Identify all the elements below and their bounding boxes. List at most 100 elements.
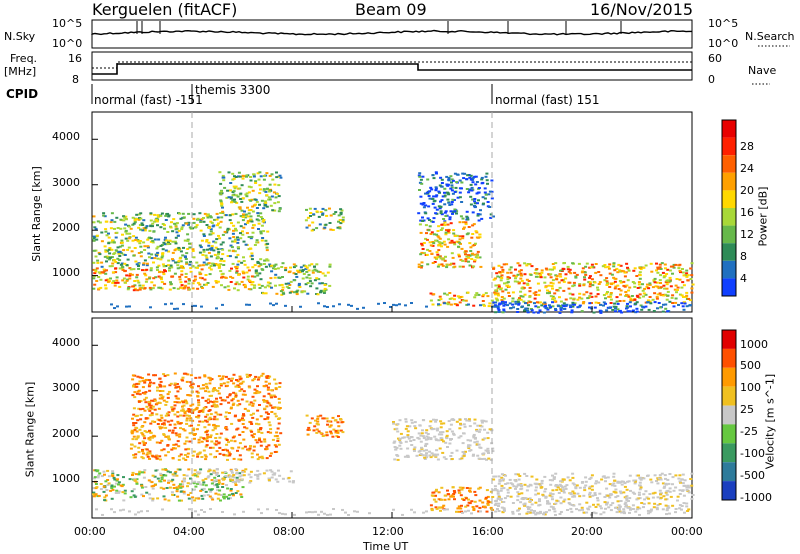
velocity-cell [160, 416, 164, 419]
power-cell [181, 212, 185, 215]
velocity-cell [683, 511, 686, 514]
velocity-cell [133, 495, 137, 498]
power-cell [431, 303, 435, 306]
power-cell [467, 303, 470, 306]
power-cell [151, 222, 155, 225]
velocity-cell [162, 434, 166, 436]
power-cell [176, 307, 179, 310]
velocity-cell [236, 384, 240, 387]
power-cell [676, 286, 680, 289]
power-cell [476, 250, 480, 253]
velocity-cell [228, 453, 232, 455]
velocity-cell [186, 482, 190, 485]
velocity-cell [413, 425, 417, 428]
velocity-cell [133, 445, 137, 448]
velocity-cell [564, 487, 568, 490]
velocity-cell [230, 471, 234, 474]
power-cell [112, 280, 116, 283]
power-cell [149, 267, 153, 270]
power-cell [189, 260, 192, 263]
power-cell [222, 264, 226, 266]
power-cell [420, 251, 424, 254]
velocity-cell [209, 453, 213, 456]
power-cell [404, 304, 407, 307]
velocity-cell [393, 458, 397, 461]
velocity-cell [551, 493, 555, 496]
power-cell [659, 286, 663, 289]
power-cell [238, 175, 242, 178]
velocity-cell [478, 428, 482, 431]
power-cell [607, 267, 611, 270]
velocity-cell [398, 444, 402, 447]
velocity-cell [559, 485, 563, 488]
power-cell [228, 269, 232, 272]
velocity-cell [571, 476, 575, 479]
power-cell [219, 263, 223, 266]
power-cell [237, 260, 241, 263]
velocity-cell [339, 418, 342, 420]
velocity-colorbar-swatch [722, 481, 736, 500]
power-cell [471, 211, 475, 214]
power-cell [200, 268, 204, 271]
velocity-cell [265, 376, 269, 379]
velocity-cell [166, 374, 170, 377]
power-cell [338, 303, 341, 306]
velocity-cell [231, 377, 234, 380]
velocity-cell [249, 480, 253, 483]
power-cell [527, 280, 531, 282]
velocity-cell [179, 486, 183, 489]
power-cell [160, 278, 163, 281]
power-cell [514, 268, 517, 271]
velocity-cell [482, 419, 486, 422]
velocity-cell [207, 410, 211, 412]
velocity-cell [448, 442, 452, 445]
power-cell [671, 294, 675, 297]
power-cell [501, 290, 505, 293]
power-cell [581, 302, 585, 305]
velocity-cell [138, 380, 142, 383]
power-cell [148, 286, 152, 289]
velocity-cell [631, 491, 635, 494]
velocity-cell [241, 431, 245, 433]
power-cell [668, 276, 672, 279]
power-cell [477, 187, 481, 189]
velocity-cell [269, 394, 273, 397]
power-cell [662, 303, 665, 306]
velocity-cell [488, 428, 492, 431]
velocity-cell [527, 508, 530, 511]
velocity-cell [426, 433, 430, 435]
power-cell [517, 302, 521, 305]
power-cell [261, 292, 265, 295]
power-cell [150, 281, 154, 284]
velocity-cell [440, 498, 444, 501]
velocity-cell [492, 489, 496, 492]
velocity-cell [197, 424, 201, 427]
power-cell [555, 278, 559, 281]
velocity-cell [591, 494, 595, 497]
velocity-cell [213, 426, 217, 429]
power-cell [455, 212, 458, 215]
power-cell [571, 305, 575, 308]
power-cell [590, 295, 594, 298]
power-cell [258, 192, 262, 195]
velocity-cell [271, 438, 275, 441]
velocity-cell [248, 481, 252, 484]
power-cell [440, 223, 444, 226]
power-cell [261, 237, 265, 239]
power-cell [666, 310, 670, 313]
velocity-cell [470, 512, 473, 515]
power-cell [297, 282, 301, 285]
power-cell [526, 307, 530, 310]
velocity-cell [452, 490, 456, 492]
power-cell [642, 266, 646, 269]
power-cell [98, 221, 102, 224]
power-cell [589, 292, 593, 295]
power-cell [164, 270, 167, 273]
power-cell [114, 271, 118, 274]
time-tick: 16:00 [472, 525, 504, 538]
velocity-cell [452, 493, 456, 496]
power-cell [338, 227, 342, 230]
power-cell [153, 220, 157, 223]
velocity-cell [440, 439, 444, 441]
velocity-cell [580, 481, 584, 484]
